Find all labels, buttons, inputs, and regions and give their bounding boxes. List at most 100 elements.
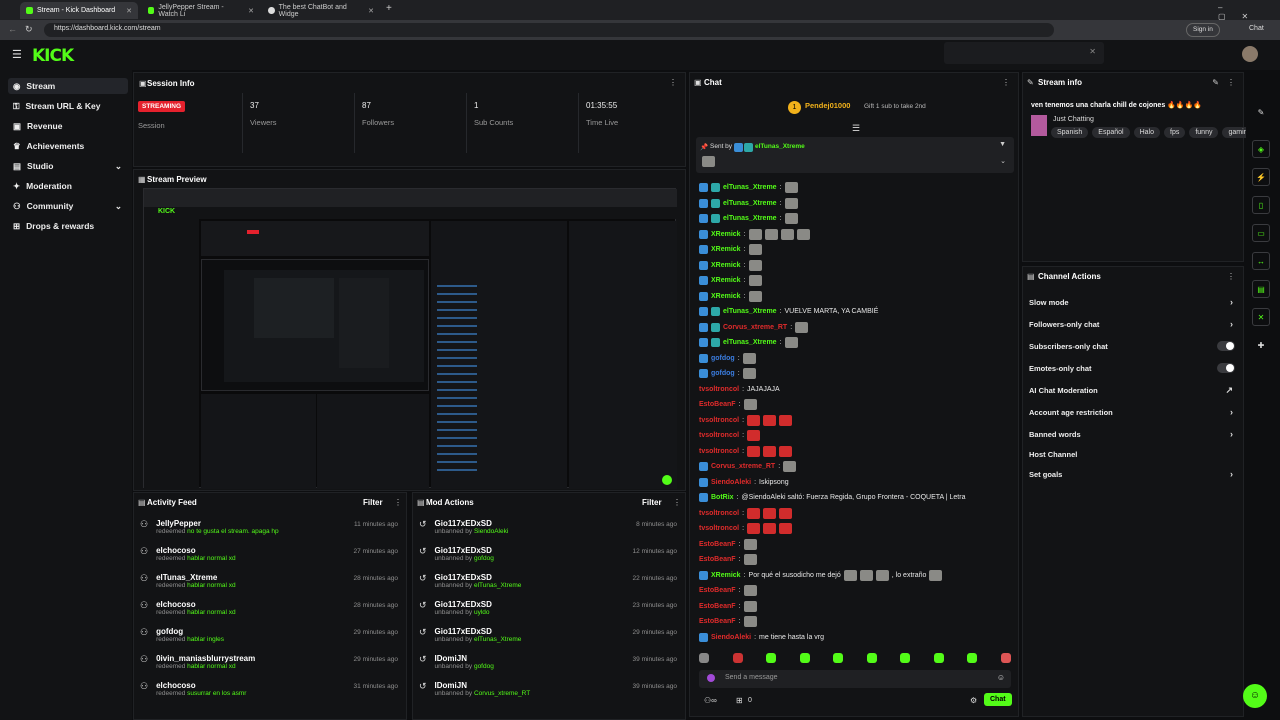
sidebar-item-community[interactable]: ⚇ Community ⌄ <box>8 198 128 214</box>
chat-username[interactable]: XRemick <box>711 277 741 285</box>
channel-action-3[interactable]: Emotes-only chat <box>1023 357 1245 379</box>
chat-message-input[interactable]: Send a message <box>725 674 778 681</box>
reload-icon[interactable]: ↻ <box>25 24 33 34</box>
emote-picker-icon[interactable] <box>766 653 777 663</box>
more-options-icon[interactable]: ⋮ <box>1002 78 1010 87</box>
chat-username[interactable]: XRemick <box>711 230 741 238</box>
chat-username[interactable]: tvsoltroncol <box>699 447 740 455</box>
activity-user[interactable]: elTunas_Xtreme <box>156 573 218 582</box>
chat-extension-button[interactable]: Chat <box>1249 25 1264 32</box>
quick-action-raid-icon[interactable]: ◈ <box>1252 140 1270 158</box>
activity-user[interactable]: gofdog <box>156 627 184 636</box>
stream-tag[interactable]: Español <box>1092 127 1130 138</box>
more-options-icon[interactable]: ⋮ <box>1227 272 1235 281</box>
quick-action-bolt-icon[interactable]: ⚡ <box>1252 168 1270 186</box>
chat-username[interactable]: XRemick <box>711 292 741 300</box>
toggle-switch[interactable] <box>1217 363 1235 373</box>
channel-action-0[interactable]: Slow mode › <box>1023 291 1245 313</box>
chat-username[interactable]: tvsoltroncol <box>699 432 740 440</box>
edit-icon[interactable]: ✎ <box>1212 78 1219 87</box>
close-icon[interactable]: ✕ <box>368 7 374 15</box>
emote-picker-icon[interactable] <box>699 653 709 663</box>
emote-picker-icon[interactable] <box>799 653 810 663</box>
chat-username[interactable]: elTunas_Xtreme <box>723 184 777 192</box>
pinned-user[interactable]: elTunas_Xtreme <box>755 143 805 150</box>
stream-tag[interactable]: Halo <box>1133 127 1160 138</box>
stream-tag[interactable]: funny <box>1189 127 1219 138</box>
chat-username[interactable]: XRemick <box>711 261 741 269</box>
chat-username[interactable]: tvsoltroncol <box>699 416 740 424</box>
chat-username[interactable]: elTunas_Xtreme <box>723 215 777 223</box>
activity-user[interactable]: elchocoso <box>156 681 196 690</box>
tab-chatbot[interactable]: The best ChatBot and Widge ✕ <box>262 2 380 19</box>
more-options-icon[interactable]: ⋮ <box>669 78 677 87</box>
mod-user[interactable]: Gio117xEDxSD <box>434 546 492 555</box>
more-options-icon[interactable]: ⋮ <box>394 498 402 507</box>
chat-username[interactable]: SiendoAleki <box>711 478 752 486</box>
channel-action-6[interactable]: Banned words › <box>1023 423 1245 445</box>
mod-target[interactable]: SiendoAleki <box>473 528 509 535</box>
gear-icon[interactable]: ⚙ <box>970 696 978 705</box>
pencil-icon[interactable]: ✎ <box>1257 107 1265 117</box>
back-icon[interactable]: ← <box>8 24 17 34</box>
mod-target[interactable]: gofdog <box>473 555 494 562</box>
chat-username[interactable]: tvsoltroncol <box>699 385 740 393</box>
sidebar-item-revenue[interactable]: ▣ Revenue <box>8 118 128 134</box>
quick-action-tools-icon[interactable]: ✕ <box>1252 308 1270 326</box>
mod-user[interactable]: Gio117xEDxSD <box>434 519 492 528</box>
chat-username[interactable]: BotRix <box>711 494 734 502</box>
chat-username[interactable]: EstoBeanF <box>699 602 736 610</box>
chat-username[interactable]: EstoBeanF <box>699 618 736 626</box>
quick-action-clip-icon[interactable]: ▯ <box>1252 196 1270 214</box>
filter-button[interactable]: Filter <box>363 498 383 507</box>
mod-user[interactable]: Gio117xEDxSD <box>434 573 492 582</box>
mod-user[interactable]: Gio117xEDxSD <box>434 600 492 609</box>
chat-username[interactable]: gofdog <box>711 354 735 362</box>
emote-picker-icon[interactable] <box>967 653 978 663</box>
sidebar-item-studio[interactable]: ▤ Studio ⌄ <box>8 158 128 174</box>
activity-user[interactable]: elchocoso <box>156 600 196 609</box>
chat-username[interactable]: elTunas_Xtreme <box>723 199 777 207</box>
new-tab-button[interactable]: + <box>386 3 392 14</box>
send-chat-button[interactable]: Chat <box>984 693 1012 706</box>
close-icon[interactable]: ✕ <box>126 7 132 15</box>
chat-username[interactable]: elTunas_Xtreme <box>723 339 777 347</box>
window-controls[interactable]: –▢✕ <box>1218 3 1265 21</box>
chat-username[interactable]: elTunas_Xtreme <box>723 308 777 316</box>
channel-action-4[interactable]: AI Chat Moderation ↗ <box>1023 379 1245 401</box>
chat-username[interactable]: EstoBeanF <box>699 540 736 548</box>
stream-tag[interactable]: gaming <box>1222 127 1258 138</box>
sign-in-button[interactable]: Sign in <box>1186 23 1220 37</box>
sidebar-item-stream[interactable]: ◉ Stream <box>8 78 128 94</box>
mod-user[interactable]: IDomiJN <box>434 654 467 663</box>
stream-preview-video[interactable]: KICK <box>143 188 677 489</box>
mod-target[interactable]: elTunas_Xtreme <box>473 582 522 589</box>
emote-picker-icon[interactable] <box>732 653 743 663</box>
chat-username[interactable]: gofdog <box>711 370 735 378</box>
mod-target[interactable]: Corvus_xtreme_RT <box>473 690 531 697</box>
chevron-down-icon[interactable]: ⌄ <box>1000 158 1006 165</box>
avatar[interactable] <box>1242 46 1258 62</box>
activity-user[interactable]: JellyPepper <box>156 519 201 528</box>
close-icon[interactable]: ✕ <box>248 7 254 15</box>
mod-user[interactable]: Gio117xEDxSD <box>434 627 492 636</box>
emote-picker-icon[interactable] <box>900 653 911 663</box>
chat-username[interactable]: XRemick <box>711 571 741 579</box>
stream-tag[interactable]: Spanish <box>1051 127 1089 138</box>
emoji-icon[interactable]: ☺ <box>996 673 1005 682</box>
stream-tag[interactable]: fps <box>1164 127 1186 138</box>
chat-username[interactable]: tvsoltroncol <box>699 509 740 517</box>
url-input[interactable]: https://dashboard.kick.com/stream <box>44 23 1054 37</box>
pin-collapse-icon[interactable]: ☰ <box>852 123 861 133</box>
chat-username[interactable]: Corvus_xtreme_RT <box>711 463 776 471</box>
chat-bubble-button[interactable]: ☺ <box>1243 684 1267 708</box>
emote-picker-icon[interactable] <box>866 653 877 663</box>
sidebar-item-stream-url-key[interactable]: ⚿ Stream URL & Key <box>8 98 128 114</box>
activity-user[interactable]: elchocoso <box>156 546 196 555</box>
emote-picker-icon[interactable] <box>833 653 844 663</box>
chat-username[interactable]: tvsoltroncol <box>699 525 740 533</box>
kick-logo[interactable]: KICK <box>32 46 74 66</box>
channel-action-5[interactable]: Account age restriction › <box>1023 401 1245 423</box>
chat-username[interactable]: SiendoAleki <box>711 633 752 641</box>
channel-action-7[interactable]: Host Channel <box>1023 445 1245 463</box>
